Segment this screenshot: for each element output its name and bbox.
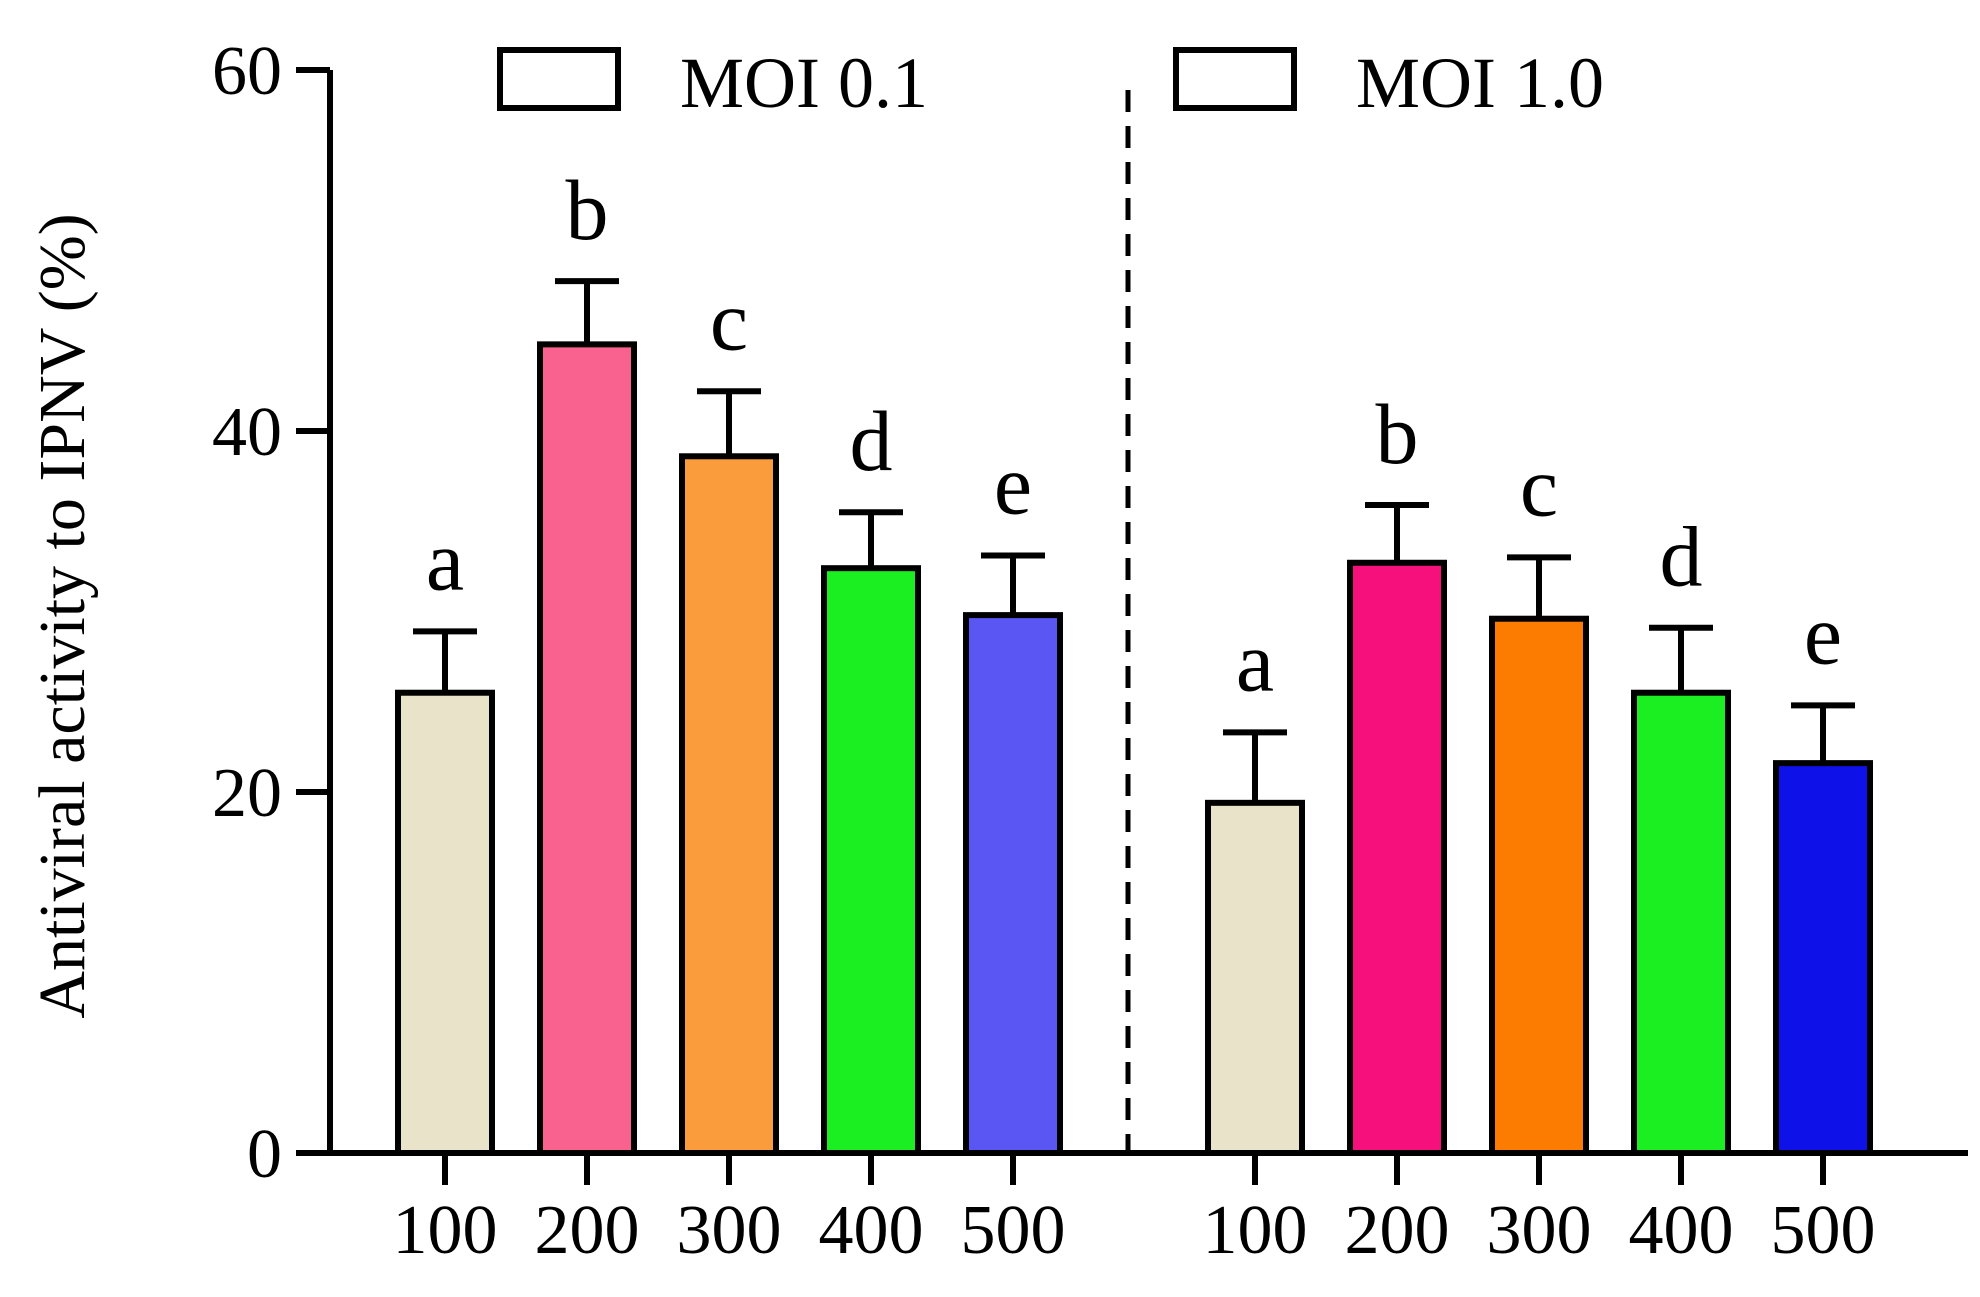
y-tick-label: 40: [212, 394, 282, 471]
bar: [1489, 615, 1589, 1156]
bar: [1347, 559, 1447, 1156]
significance-letter: b: [1376, 386, 1419, 482]
legend-label: MOI 1.0: [1356, 43, 1604, 123]
bar-group-1: a b c d e: [395, 162, 1063, 1156]
y-tick-label: 60: [212, 33, 282, 110]
bar: [395, 689, 495, 1156]
y-axis-label: Antiviral activity to IPNV (%): [26, 213, 99, 1018]
x-tick-label: 300: [677, 1192, 782, 1269]
bar: [821, 565, 921, 1156]
significance-letter: d: [850, 393, 893, 489]
y-tick-label: 0: [247, 1116, 282, 1193]
bar: [1773, 760, 1873, 1156]
significance-letter: c: [710, 272, 748, 368]
y-tick-label: 20: [212, 755, 282, 832]
x-tick-label: 400: [819, 1192, 924, 1269]
x-tick-label: 200: [1345, 1192, 1450, 1269]
significance-letter: c: [1520, 438, 1558, 534]
x-tick-label: 100: [393, 1192, 498, 1269]
bar: [1205, 799, 1305, 1157]
significance-letter: e: [1804, 586, 1842, 682]
significance-letter: e: [994, 437, 1032, 533]
bar: [1631, 689, 1731, 1156]
x-tick-label: 500: [961, 1192, 1066, 1269]
significance-letter: d: [1660, 509, 1703, 605]
x-tick-label: 200: [535, 1192, 640, 1269]
bar-group-2: a b c d e: [1205, 386, 1873, 1157]
legend: MOI 0.1 MOI 1.0: [497, 43, 1604, 123]
x-tick-label: 100: [1203, 1192, 1308, 1269]
significance-letter: a: [426, 512, 464, 608]
significance-letter: a: [1236, 613, 1274, 709]
bar: [963, 612, 1063, 1156]
x-axis: 100 200 300 400 500 100 200 300 400 500: [327, 1150, 1968, 1269]
legend-swatch: [1173, 47, 1297, 111]
y-axis: 0 20 40 60: [212, 33, 333, 1193]
bar: [679, 453, 779, 1156]
bars: a b c d e a b c d e: [395, 162, 1873, 1157]
x-tick-label: 400: [1629, 1192, 1734, 1269]
legend-label: MOI 0.1: [680, 43, 928, 123]
legend-swatch: [497, 47, 621, 111]
x-tick-label: 300: [1487, 1192, 1592, 1269]
x-tick-label: 500: [1771, 1192, 1876, 1269]
bar: [537, 341, 637, 1156]
significance-letter: b: [566, 162, 609, 258]
